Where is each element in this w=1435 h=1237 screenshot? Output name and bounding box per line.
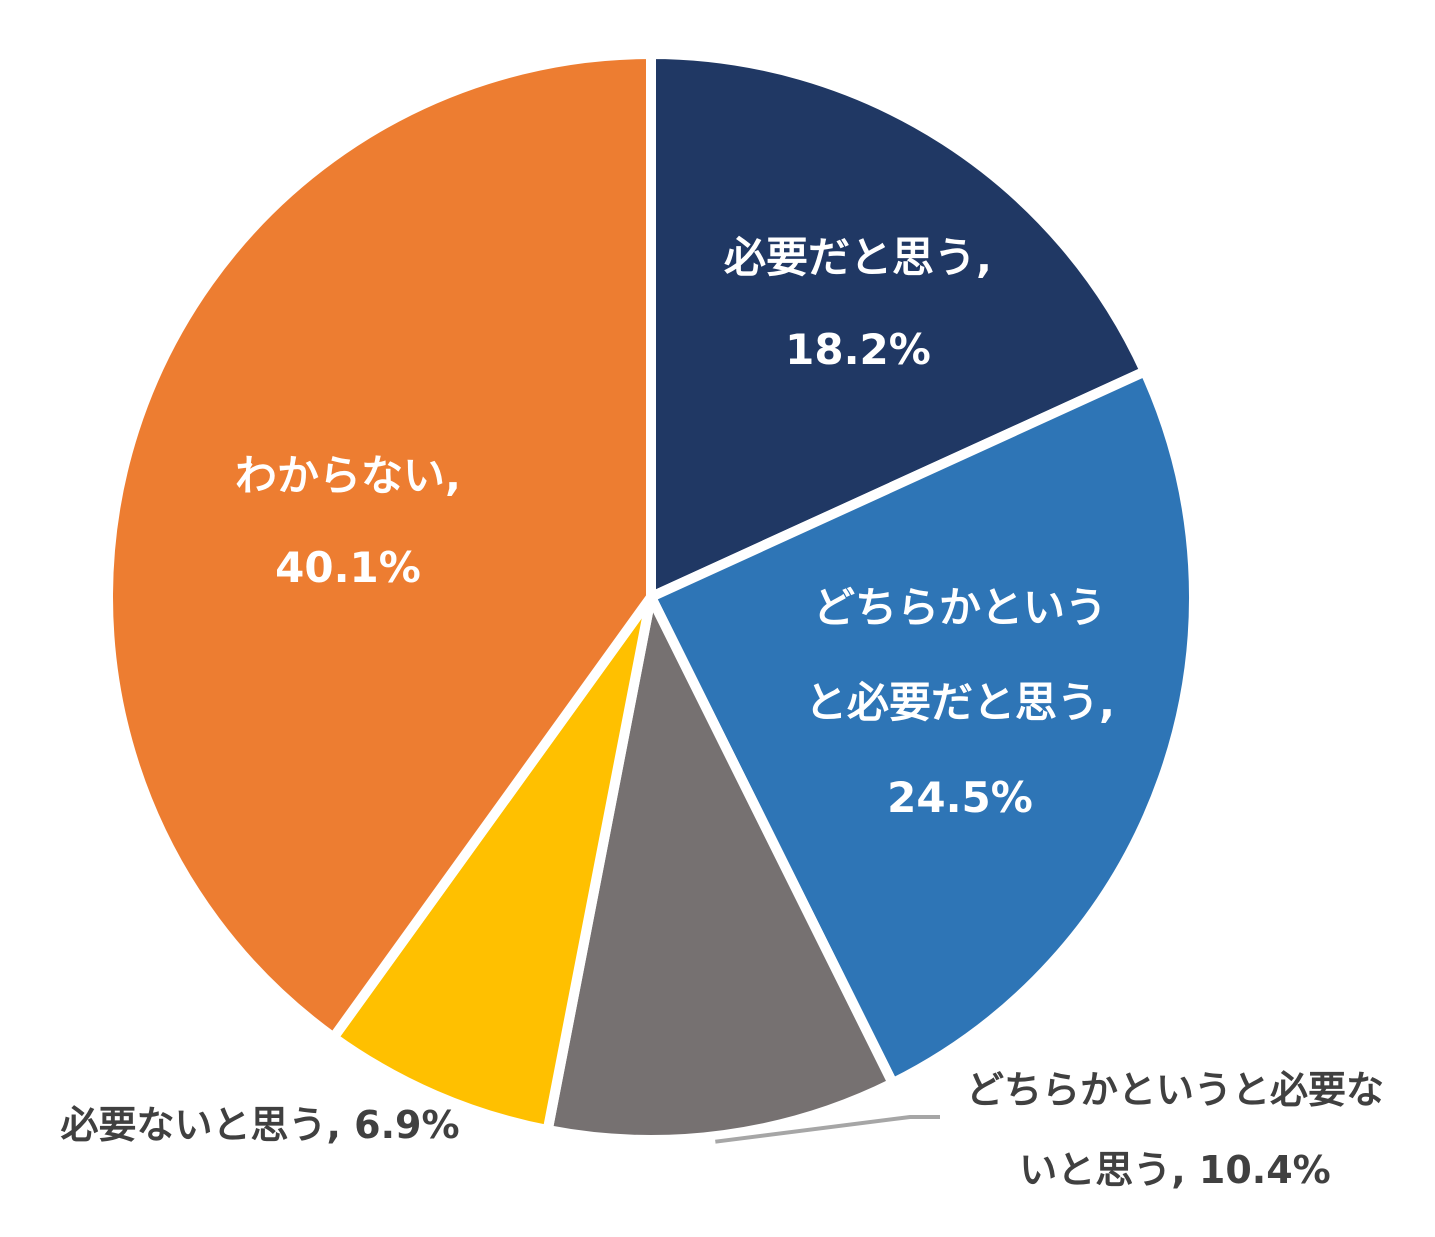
slice-label-3-line-1: どちらかというと必要な [966,1068,1384,1112]
slice-label-1-line-2: 18.2% [785,325,931,374]
slice-label-4-line-1: 必要ないと思う, 6.9% [60,1103,459,1147]
slice-label-4: 必要ないと思う, 6.9% [60,1103,459,1147]
pie-slice-3 [541,581,900,1145]
slice-label-5-line-1: わからない, [235,451,461,500]
slice-label-3: どちらかというと必要ないと思う, 10.4% [966,1068,1384,1192]
slice-label-5-line-2: 40.1% [275,543,421,592]
slice-label-2-line-2: と必要だと思う, [805,678,1115,727]
leader-lines [715,1115,940,1144]
slice-label-2-line-3: 24.5% [887,773,1033,822]
slice-label-5: わからない, 40.1% [235,451,461,592]
slice-label-2-line-1: どちらかという [813,583,1107,632]
pie-slices [103,48,1199,1145]
slice-labels: 必要だと思う, 18.2%どちらかというと必要だと思う, 24.5%どちらかというと… [60,233,1384,1192]
slice-label-1: 必要だと思う, 18.2% [724,233,992,374]
pie-slice-2 [644,364,1199,1090]
pie-slice-5 [103,48,656,1045]
slice-label-3-line-2: いと思う, 10.4% [1019,1148,1331,1192]
pie-slice-4 [326,594,656,1136]
pie-slice-1 [646,48,1152,605]
slice-label-2: どちらかというと必要だと思う, 24.5% [805,583,1115,822]
leader-line-slice-3 [715,1115,940,1144]
slice-label-1-line-1: 必要だと思う, [724,233,992,282]
